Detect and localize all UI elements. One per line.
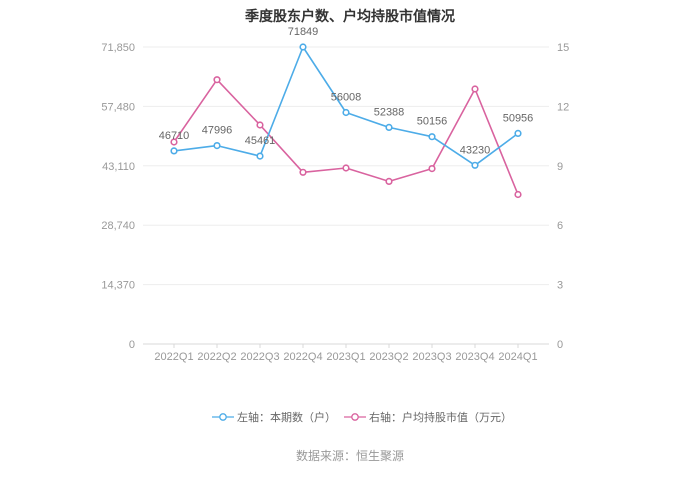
svg-text:0: 0	[129, 339, 135, 351]
svg-text:43,110: 43,110	[102, 161, 135, 173]
svg-text:2023Q3: 2023Q3	[412, 351, 451, 363]
svg-text:0: 0	[557, 339, 563, 351]
svg-text:2022Q2: 2022Q2	[197, 351, 236, 363]
svg-text:46710: 46710	[159, 130, 190, 142]
svg-text:2022Q3: 2022Q3	[240, 351, 279, 363]
svg-text:71849: 71849	[288, 26, 319, 38]
svg-text:71,850: 71,850	[101, 42, 135, 54]
svg-text:50956: 50956	[503, 112, 534, 124]
svg-text:52388: 52388	[374, 106, 405, 118]
svg-text:2023Q2: 2023Q2	[369, 351, 408, 363]
svg-text:左轴：本期数（户）: 左轴：本期数（户）	[237, 410, 336, 424]
svg-text:56008: 56008	[331, 92, 362, 104]
svg-text:右轴：户均持股市值（万元）: 右轴：户均持股市值（万元）	[369, 410, 512, 424]
svg-text:57,480: 57,480	[101, 101, 135, 113]
svg-text:2024Q1: 2024Q1	[498, 351, 537, 363]
svg-text:47996: 47996	[202, 125, 233, 137]
svg-text:45461: 45461	[245, 135, 276, 147]
svg-text:6: 6	[557, 220, 563, 232]
svg-text:12: 12	[557, 101, 569, 113]
svg-text:9: 9	[557, 161, 563, 173]
svg-text:2022Q4: 2022Q4	[283, 351, 322, 363]
svg-text:50156: 50156	[417, 116, 448, 128]
svg-text:2023Q1: 2023Q1	[326, 351, 365, 363]
svg-text:3: 3	[557, 280, 563, 292]
svg-text:2022Q1: 2022Q1	[154, 351, 193, 363]
svg-text:28,740: 28,740	[101, 220, 135, 232]
svg-text:2023Q4: 2023Q4	[455, 351, 494, 363]
svg-text:15: 15	[557, 42, 569, 54]
svg-text:14,370: 14,370	[101, 280, 135, 292]
svg-text:43230: 43230	[460, 144, 491, 156]
